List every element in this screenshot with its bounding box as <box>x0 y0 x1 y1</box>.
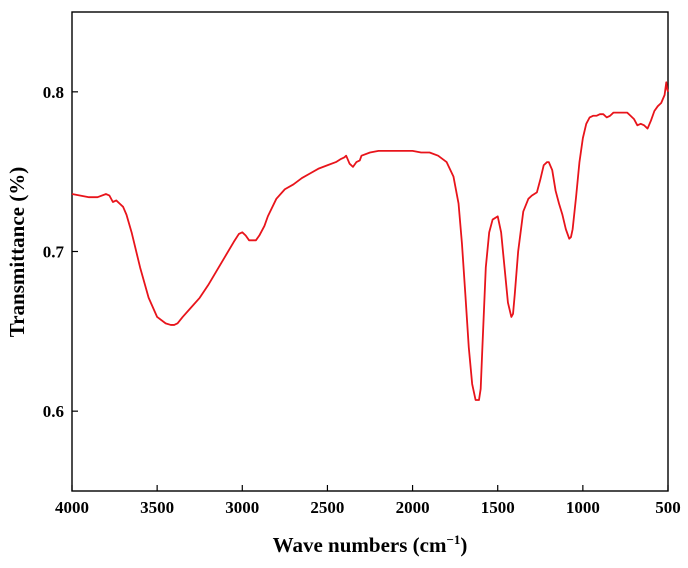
y-tick-label: 0.8 <box>43 83 64 102</box>
x-tick-label: 2500 <box>310 498 344 517</box>
x-tick-label: 1500 <box>481 498 515 517</box>
spectrum-line <box>71 81 669 401</box>
x-axis-ticks: 4000 3500 3000 2500 2000 1500 1000 500 <box>55 485 681 517</box>
plot-frame <box>71 11 669 492</box>
y-axis-label: Transmittance (%) <box>5 167 29 338</box>
y-axis-ticks: 0.6 0.7 0.8 <box>43 83 78 421</box>
x-tick-label: 4000 <box>55 498 89 517</box>
x-tick-label: 3000 <box>225 498 259 517</box>
x-tick-label: 500 <box>655 498 681 517</box>
y-tick-label: 0.6 <box>43 402 64 421</box>
x-tick-label: 3500 <box>140 498 174 517</box>
x-tick-label: 2000 <box>396 498 430 517</box>
x-tick-label: 1000 <box>566 498 600 517</box>
x-axis-label: Wave numbers (cm−1) <box>273 532 468 557</box>
y-tick-label: 0.7 <box>43 243 65 262</box>
